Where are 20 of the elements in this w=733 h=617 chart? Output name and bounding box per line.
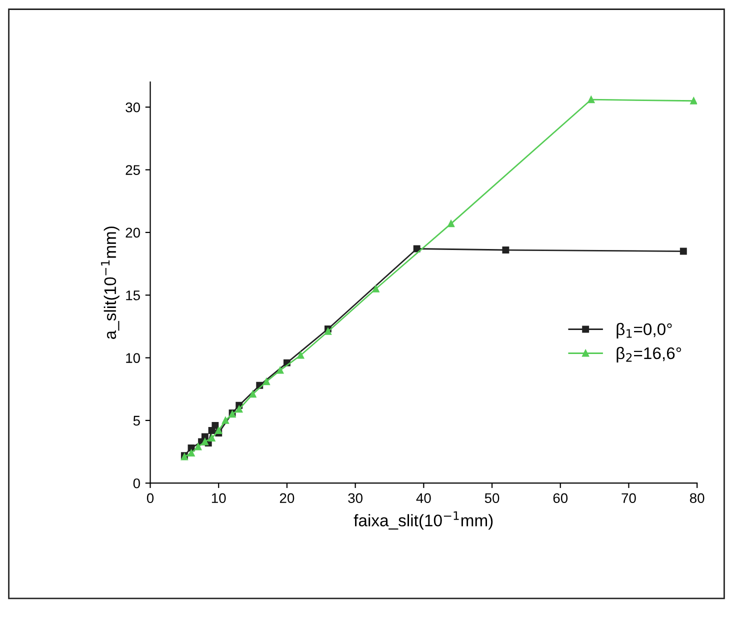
x-tick-label: 0	[146, 493, 154, 504]
y-tick-label: 5	[133, 416, 140, 426]
y-tick-label: 25	[126, 165, 140, 175]
y-tick-label: 10	[126, 353, 140, 363]
x-tick-label: 70	[622, 493, 636, 504]
y-tick-label: 0	[133, 478, 140, 488]
y-tick-label: 15	[126, 290, 140, 300]
y-axis-title: a_slit(10$^{−1}$mm)	[101, 226, 120, 339]
x-tick-label: 10	[212, 493, 226, 504]
legend-label: β$_{2}$=16,6°	[616, 346, 682, 362]
x-tick-label: 80	[690, 493, 704, 504]
x-tick-label: 50	[484, 493, 500, 504]
legend-label: β$_{1}$=0,0°	[616, 322, 672, 338]
x-tick-label: 30	[348, 493, 363, 504]
y-tick-label: 20	[126, 228, 140, 238]
x-tick-label: 20	[280, 493, 294, 504]
x-tick-label: 60	[553, 493, 568, 504]
x-axis-title: faixa_slit(10$^{−1}$mm)	[354, 511, 493, 530]
x-tick-label: 40	[416, 493, 431, 504]
y-tick-label: 30	[126, 102, 140, 112]
